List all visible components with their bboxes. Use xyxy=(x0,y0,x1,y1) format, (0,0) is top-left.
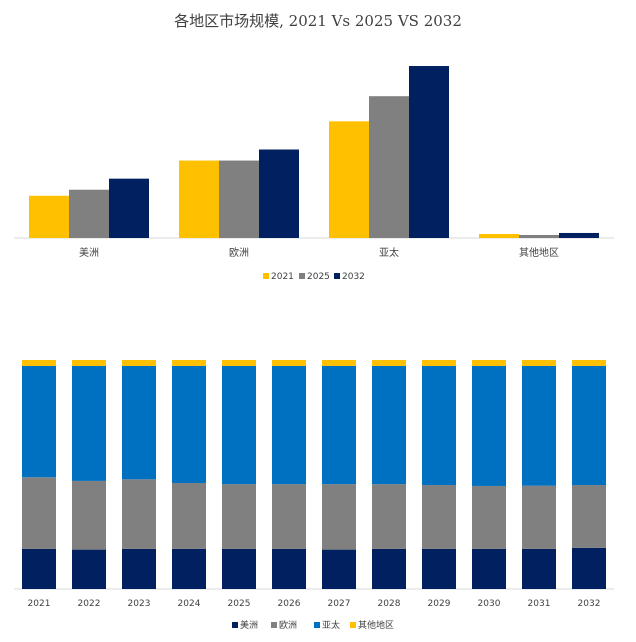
segment-2028-cat-3 xyxy=(372,360,406,366)
segment-2024-cat-1 xyxy=(172,482,206,549)
year-label-2032: 2032 xyxy=(578,599,601,609)
stacked-share-chart: 2021 2022 2023 2024 2025 2026 2027 2028 2029 2030… xyxy=(14,360,614,631)
bar-cat-1-2025 xyxy=(219,160,259,238)
segment-2021-cat-1 xyxy=(22,477,56,549)
segment-2024-cat-2 xyxy=(172,365,206,483)
legend-swatch xyxy=(232,622,238,628)
segment-2027-cat-3 xyxy=(322,360,356,366)
segment-2032-cat-0 xyxy=(572,547,606,589)
segment-2021-cat-0 xyxy=(22,548,56,589)
bar-cat-2-2032 xyxy=(409,66,449,238)
segment-2030-cat-0 xyxy=(472,548,506,589)
legend-swatch xyxy=(350,622,356,628)
bar-cat-1-2021 xyxy=(179,160,219,238)
year-label-2029: 2029 xyxy=(428,599,451,609)
year-label-2028: 2028 xyxy=(378,599,401,609)
segment-2025-cat-2 xyxy=(222,365,256,485)
segment-2022-cat-0 xyxy=(72,549,106,589)
bar-cat-0-2032 xyxy=(109,178,149,238)
bar-cat-3-2032 xyxy=(559,232,599,238)
segment-2026-cat-1 xyxy=(272,484,306,549)
legend-swatch-2025 xyxy=(299,273,305,279)
segment-2027-cat-1 xyxy=(322,484,356,550)
regional-bar-chart: 美洲 欧洲 亚太 其他地区 2021 2025 2032 xyxy=(14,66,614,282)
segment-2030-cat-1 xyxy=(472,485,506,549)
year-label-2030: 2030 xyxy=(478,599,501,609)
segment-2026-cat-2 xyxy=(272,365,306,485)
legend-swatch-2032 xyxy=(334,273,340,279)
year-label-2031: 2031 xyxy=(528,599,551,609)
segment-2022-cat-1 xyxy=(72,480,106,550)
segment-2031-cat-1 xyxy=(522,485,556,549)
year-label-2022: 2022 xyxy=(78,599,101,609)
segment-2029-cat-2 xyxy=(422,365,456,486)
year-label-2027: 2027 xyxy=(328,599,351,609)
segment-2021-cat-2 xyxy=(22,365,56,478)
segment-2029-cat-3 xyxy=(422,360,456,366)
segment-2021-cat-3 xyxy=(22,360,56,366)
segment-2023-cat-0 xyxy=(122,548,156,589)
legend-label-2032: 2032 xyxy=(342,272,365,282)
segment-2022-cat-2 xyxy=(72,365,106,481)
segment-2030-cat-2 xyxy=(472,365,506,486)
segment-2032-cat-1 xyxy=(572,485,606,548)
legend-label-2021: 2021 xyxy=(271,272,294,282)
bar-cat-3-2025 xyxy=(519,234,559,238)
bar-cat-1-2032 xyxy=(259,149,299,238)
bar-cat-0-2025 xyxy=(69,189,109,238)
segment-2025-cat-1 xyxy=(222,484,256,549)
legend-swatch xyxy=(314,622,320,628)
year-label-2025: 2025 xyxy=(228,599,251,609)
segment-2024-cat-0 xyxy=(172,548,206,589)
bar-cat-2-2021 xyxy=(329,121,369,238)
category-label: 亚太 xyxy=(379,246,399,259)
chart-title: 各地区市场规模, 2021 Vs 2025 VS 2032 xyxy=(174,12,462,30)
segment-2028-cat-2 xyxy=(372,365,406,485)
year-label-2024: 2024 xyxy=(178,599,201,609)
segment-2029-cat-1 xyxy=(422,485,456,549)
legend-swatch xyxy=(271,622,277,628)
segment-2027-cat-0 xyxy=(322,549,356,589)
segment-2027-cat-2 xyxy=(322,365,356,485)
category-label: 其他地区 xyxy=(519,246,559,259)
bar-cat-2-2025 xyxy=(369,96,409,239)
segment-2030-cat-3 xyxy=(472,360,506,366)
bar-cat-0-2021 xyxy=(29,195,69,238)
segment-2031-cat-2 xyxy=(522,365,556,486)
year-label-2026: 2026 xyxy=(278,599,301,609)
legend-swatch-2021 xyxy=(263,273,269,279)
segment-2032-cat-2 xyxy=(572,365,606,486)
segment-2028-cat-0 xyxy=(372,548,406,589)
category-label: 欧洲 xyxy=(229,247,249,259)
segment-2026-cat-0 xyxy=(272,548,306,589)
segment-2029-cat-0 xyxy=(422,548,456,589)
segment-2023-cat-1 xyxy=(122,479,156,549)
segment-2032-cat-3 xyxy=(572,360,606,366)
segment-2024-cat-3 xyxy=(172,360,206,366)
segment-2025-cat-3 xyxy=(222,360,256,366)
segment-2028-cat-1 xyxy=(372,484,406,549)
legend-label: 欧洲 xyxy=(279,619,297,631)
legend-label: 其他地区 xyxy=(358,619,394,631)
category-label: 美洲 xyxy=(79,246,99,259)
year-label-2023: 2023 xyxy=(128,599,151,609)
year-label-2021: 2021 xyxy=(28,599,51,609)
legend-label: 亚太 xyxy=(322,619,340,631)
segment-2022-cat-3 xyxy=(72,360,106,366)
legend-label: 美洲 xyxy=(240,619,258,631)
segment-2031-cat-0 xyxy=(522,548,556,589)
bar-cat-3-2021 xyxy=(479,233,519,238)
segment-2025-cat-0 xyxy=(222,548,256,589)
segment-2023-cat-2 xyxy=(122,365,156,480)
segment-2026-cat-3 xyxy=(272,360,306,366)
segment-2031-cat-3 xyxy=(522,360,556,366)
legend-label-2025: 2025 xyxy=(307,272,330,282)
segment-2023-cat-3 xyxy=(122,360,156,366)
